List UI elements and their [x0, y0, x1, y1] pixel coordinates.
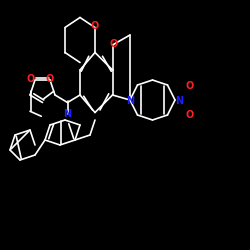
Text: O: O: [185, 81, 193, 91]
Text: O: O: [185, 110, 193, 120]
Text: N: N: [175, 96, 183, 106]
Text: N: N: [64, 109, 72, 119]
Text: N: N: [126, 96, 134, 106]
Text: O: O: [110, 39, 118, 49]
Text: O: O: [27, 74, 35, 84]
Text: O: O: [91, 21, 99, 31]
Text: O: O: [46, 74, 54, 84]
